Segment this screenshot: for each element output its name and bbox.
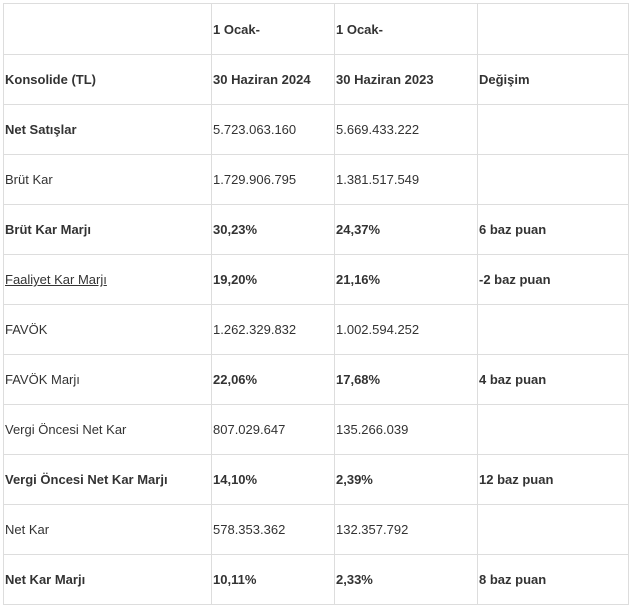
header-cell: 1 Ocak-	[211, 3, 335, 55]
value-cell: 578.353.362	[211, 504, 335, 555]
table-row: Vergi Öncesi Net Kar 807.029.647 135.266.0…	[3, 404, 629, 455]
value-cell	[477, 304, 629, 355]
row-label-cell: FAVÖK Marjı	[3, 354, 212, 405]
value-cell: 5.669.433.222	[334, 104, 478, 155]
value-cell: 22,06%	[211, 354, 335, 405]
table-row: Vergi Öncesi Net Kar Marjı 14,10% 2,39% 12 …	[3, 454, 629, 505]
value-cell: 5.723.063.160	[211, 104, 335, 155]
value-cell: 14,10%	[211, 454, 335, 505]
value-cell	[477, 404, 629, 455]
table-row: Net Kar Marjı 10,11% 2,33% 8 baz puan	[3, 554, 629, 605]
value-cell: 135.266.039	[334, 404, 478, 455]
table-row: Net Kar 578.353.362 132.357.792	[3, 504, 629, 555]
value-cell: 21,16%	[334, 254, 478, 305]
table-row: Brüt Kar 1.729.906.795 1.381.517.549	[3, 154, 629, 205]
row-label-cell: Brüt Kar	[3, 154, 212, 205]
value-cell: 12 baz puan	[477, 454, 629, 505]
value-cell: 132.357.792	[334, 504, 478, 555]
value-cell: 2,33%	[334, 554, 478, 605]
value-cell: -2 baz puan	[477, 254, 629, 305]
row-label-cell: FAVÖK	[3, 304, 212, 355]
value-cell: 1.381.517.549	[334, 154, 478, 205]
value-cell: 1.002.594.252	[334, 304, 478, 355]
value-cell: 4 baz puan	[477, 354, 629, 405]
header-row-columns: Konsolide (TL) 30 Haziran 2024 30 Hazira…	[3, 54, 629, 105]
value-cell: 807.029.647	[211, 404, 335, 455]
header-cell	[3, 3, 212, 55]
value-cell: 17,68%	[334, 354, 478, 405]
value-cell: 1.262.329.832	[211, 304, 335, 355]
header-cell	[477, 3, 629, 55]
value-cell	[477, 154, 629, 205]
header-cell: 1 Ocak-	[334, 3, 478, 55]
header-row-period: 1 Ocak- 1 Ocak-	[3, 3, 629, 55]
value-cell: 19,20%	[211, 254, 335, 305]
row-label-cell: Net Kar	[3, 504, 212, 555]
row-label-cell: Vergi Öncesi Net Kar Marjı	[3, 454, 212, 505]
table-body: 1 Ocak- 1 Ocak- Konsolide (TL) 30 Hazira…	[3, 3, 629, 605]
table-row: FAVÖK 1.262.329.832 1.002.594.252	[3, 304, 629, 355]
value-cell: 30,23%	[211, 204, 335, 255]
table-row: Faaliyet Kar Marjı 19,20% 21,16% -2 baz pua…	[3, 254, 629, 305]
row-label-link[interactable]: Faaliyet Kar Marjı	[5, 272, 107, 287]
table-row: FAVÖK Marjı 22,06% 17,68% 4 baz puan	[3, 354, 629, 405]
row-label-cell: Net Satışlar	[3, 104, 212, 155]
value-cell: 6 baz puan	[477, 204, 629, 255]
value-cell	[477, 104, 629, 155]
row-label-cell: Brüt Kar Marjı	[3, 204, 212, 255]
row-label-cell: Faaliyet Kar Marjı	[3, 254, 212, 305]
value-cell	[477, 504, 629, 555]
value-cell: 10,11%	[211, 554, 335, 605]
value-cell: 2,39%	[334, 454, 478, 505]
header-cell: 30 Haziran 2024	[211, 54, 335, 105]
header-cell: 30 Haziran 2023	[334, 54, 478, 105]
financial-results-table: 1 Ocak- 1 Ocak- Konsolide (TL) 30 Hazira…	[3, 3, 629, 605]
row-label-cell: Vergi Öncesi Net Kar	[3, 404, 212, 455]
value-cell: 1.729.906.795	[211, 154, 335, 205]
table-row: Net Satışlar 5.723.063.160 5.669.433.222	[3, 104, 629, 155]
value-cell: 8 baz puan	[477, 554, 629, 605]
value-cell: 24,37%	[334, 204, 478, 255]
row-label-cell: Net Kar Marjı	[3, 554, 212, 605]
header-cell: Değişim	[477, 54, 629, 105]
table-row: Brüt Kar Marjı 30,23% 24,37% 6 baz puan	[3, 204, 629, 255]
header-cell: Konsolide (TL)	[3, 54, 212, 105]
